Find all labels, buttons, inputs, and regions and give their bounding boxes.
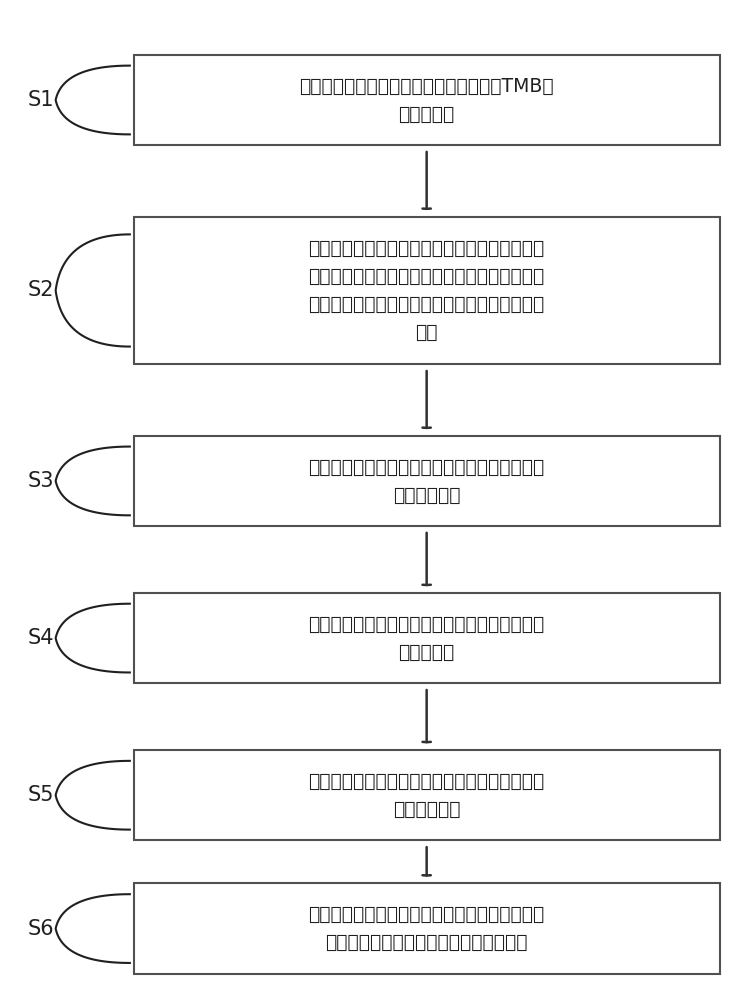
Text: 采用多分类投票法对初步训练集进行清洗，以构
建最终训练集: 采用多分类投票法对初步训练集进行清洗，以构 建最终训练集 [309,457,545,504]
Text: S6: S6 [27,919,54,939]
Text: 通过最终训练集对卷积神经网络进行训练，以构
建分类模型: 通过最终训练集对卷积神经网络进行训练，以构 建分类模型 [309,615,545,662]
Text: S1: S1 [27,90,54,110]
Text: S5: S5 [27,785,54,805]
Bar [134,436,720,526]
Text: 以分类模型获取每张目标图块的分类结果，通过
多数投票法获取目标病理图像的分类结果: 以分类模型获取每张目标图块的分类结果，通过 多数投票法获取目标病理图像的分类结果 [309,905,545,952]
Bar [134,593,720,683]
Text: 将已知病理图像切割为多张已知图块，再将多张
已知图块重新拼接为已知病理图像，按照所述多
个类型对多张已知图块进行标注，以构建初步训
练集: 将已知病理图像切割为多张已知图块，再将多张 已知图块重新拼接为已知病理图像，按照… [309,239,545,342]
Text: 对目标病例的目标病理图像进行预处理，以获取
多张目标图块: 对目标病例的目标病理图像进行预处理，以获取 多张目标图块 [309,772,545,819]
Text: S2: S2 [27,280,54,300]
Bar [134,750,720,840]
Text: S3: S3 [27,471,54,491]
Bar [134,883,720,974]
Text: 根据至少一分类阈值将已知病理图像按照TMB分
为多个类型: 根据至少一分类阈值将已知病理图像按照TMB分 为多个类型 [299,77,554,124]
Bar [134,55,720,145]
Bar [134,217,720,364]
Text: S4: S4 [27,628,54,648]
